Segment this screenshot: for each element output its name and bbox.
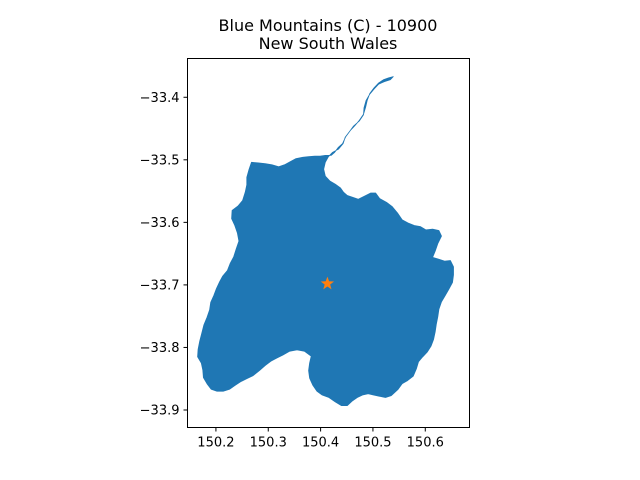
y-tick-label: −33.6 — [140, 216, 180, 231]
y-tick-label: −33.8 — [140, 341, 180, 356]
x-tick-label: 150.4 — [302, 436, 339, 451]
plot-area — [197, 76, 454, 407]
region-polygon — [197, 76, 454, 407]
y-tick-label: −33.5 — [140, 153, 180, 168]
y-tick-label: −33.4 — [140, 91, 180, 106]
centroid-star-marker — [320, 276, 335, 290]
x-tick-label: 150.6 — [407, 436, 444, 451]
x-tick-label: 150.3 — [250, 436, 287, 451]
map-title-line2: New South Wales — [259, 34, 398, 53]
axes-frame — [187, 58, 470, 428]
x-tick-label: 150.2 — [197, 436, 234, 451]
map-title-line1: Blue Mountains (C) - 10900 — [219, 16, 438, 35]
y-tick-label: −33.7 — [140, 278, 180, 293]
x-tick-label: 150.5 — [354, 436, 391, 451]
y-tick-label: −33.9 — [140, 403, 180, 418]
axis-ticks: 150.2 150.3 150.4 150.5 150.6 −33.4 −33.5 −33.6… — [140, 91, 444, 451]
